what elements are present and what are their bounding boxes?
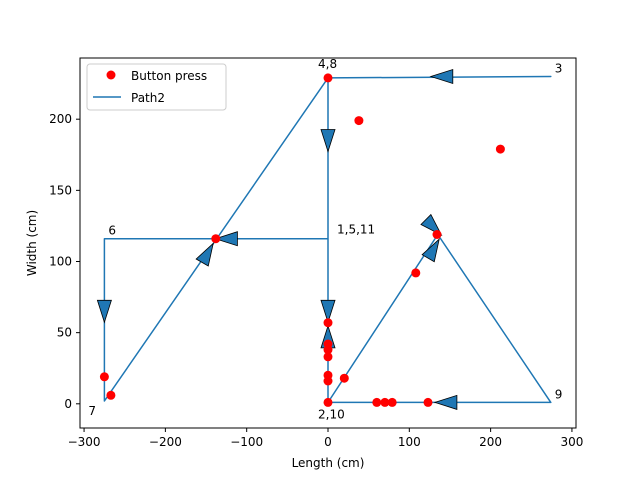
button-press-point — [495, 144, 505, 154]
direction-arrow-9 — [421, 238, 440, 263]
path-layer — [103, 75, 552, 404]
point-label: 2,10 — [318, 407, 345, 421]
direction-arrow-4 — [429, 68, 454, 85]
direction-arrow-10 — [433, 394, 458, 410]
x-axis-label: Length (cm) — [292, 456, 365, 470]
y-tick-label: 100 — [49, 255, 72, 269]
point-label: 4,8 — [318, 57, 337, 71]
button-press-point — [354, 116, 364, 126]
x-tick-label: −100 — [230, 435, 263, 449]
point-label: 7 — [88, 404, 96, 418]
direction-arrow-5 — [214, 231, 238, 247]
button-press-point — [387, 397, 397, 407]
direction-arrow-7 — [195, 242, 214, 267]
button-press-point — [323, 397, 333, 407]
button-press-point — [323, 345, 333, 355]
annotation-layer: 4,8 3 6 1,5,11 7 2,10 9 — [88, 57, 563, 421]
direction-arrow-8 — [420, 213, 443, 237]
legend-box — [86, 63, 227, 111]
legend-label-path2: Path2 — [131, 91, 165, 105]
button-press-point — [211, 234, 221, 244]
button-press-point — [380, 397, 390, 407]
x-tick-label: 100 — [398, 435, 421, 449]
point-label: 1,5,11 — [337, 223, 375, 237]
y-tick-label: 150 — [49, 183, 72, 197]
legend: Button press Path2 — [86, 63, 227, 111]
y-tick-label: 50 — [57, 326, 72, 340]
point-label: 9 — [555, 387, 563, 401]
button-press-point — [323, 318, 333, 328]
y-tick-label: 0 — [64, 397, 72, 411]
button-press-point — [323, 352, 333, 362]
x-tick-label: −300 — [68, 435, 101, 449]
legend-marker-button-press — [106, 70, 116, 80]
x-tick-label: 0 — [324, 435, 332, 449]
button-press-point — [339, 373, 349, 383]
x-tick-label: −200 — [149, 435, 182, 449]
button-press-point — [423, 397, 433, 407]
button-press-point — [106, 390, 116, 400]
direction-arrow-1 — [320, 129, 336, 153]
button-press-point — [99, 372, 109, 382]
button-press-point — [432, 230, 442, 239]
path2-line — [103, 75, 552, 404]
arrow-layer — [96, 68, 458, 410]
x-axis-ticks: −300 −200 −100 0 100 200 300 — [68, 428, 583, 449]
button-press-point — [372, 397, 382, 407]
button-press-point — [411, 268, 421, 278]
button-press-point — [323, 73, 333, 83]
y-axis-label: Width (cm) — [25, 210, 39, 276]
direction-arrow-6 — [96, 299, 112, 324]
y-tick-label: 200 — [49, 112, 72, 126]
x-tick-label: 300 — [560, 435, 583, 449]
y-axis-ticks: 0 50 100 150 200 — [49, 112, 80, 411]
button-press-point — [323, 376, 333, 386]
button-press-points — [99, 73, 505, 407]
point-label: 3 — [555, 62, 563, 76]
point-label: 6 — [108, 224, 116, 238]
direction-arrow-2 — [320, 299, 336, 324]
legend-label-button-press: Button press — [131, 69, 207, 83]
x-tick-label: 200 — [479, 435, 502, 449]
